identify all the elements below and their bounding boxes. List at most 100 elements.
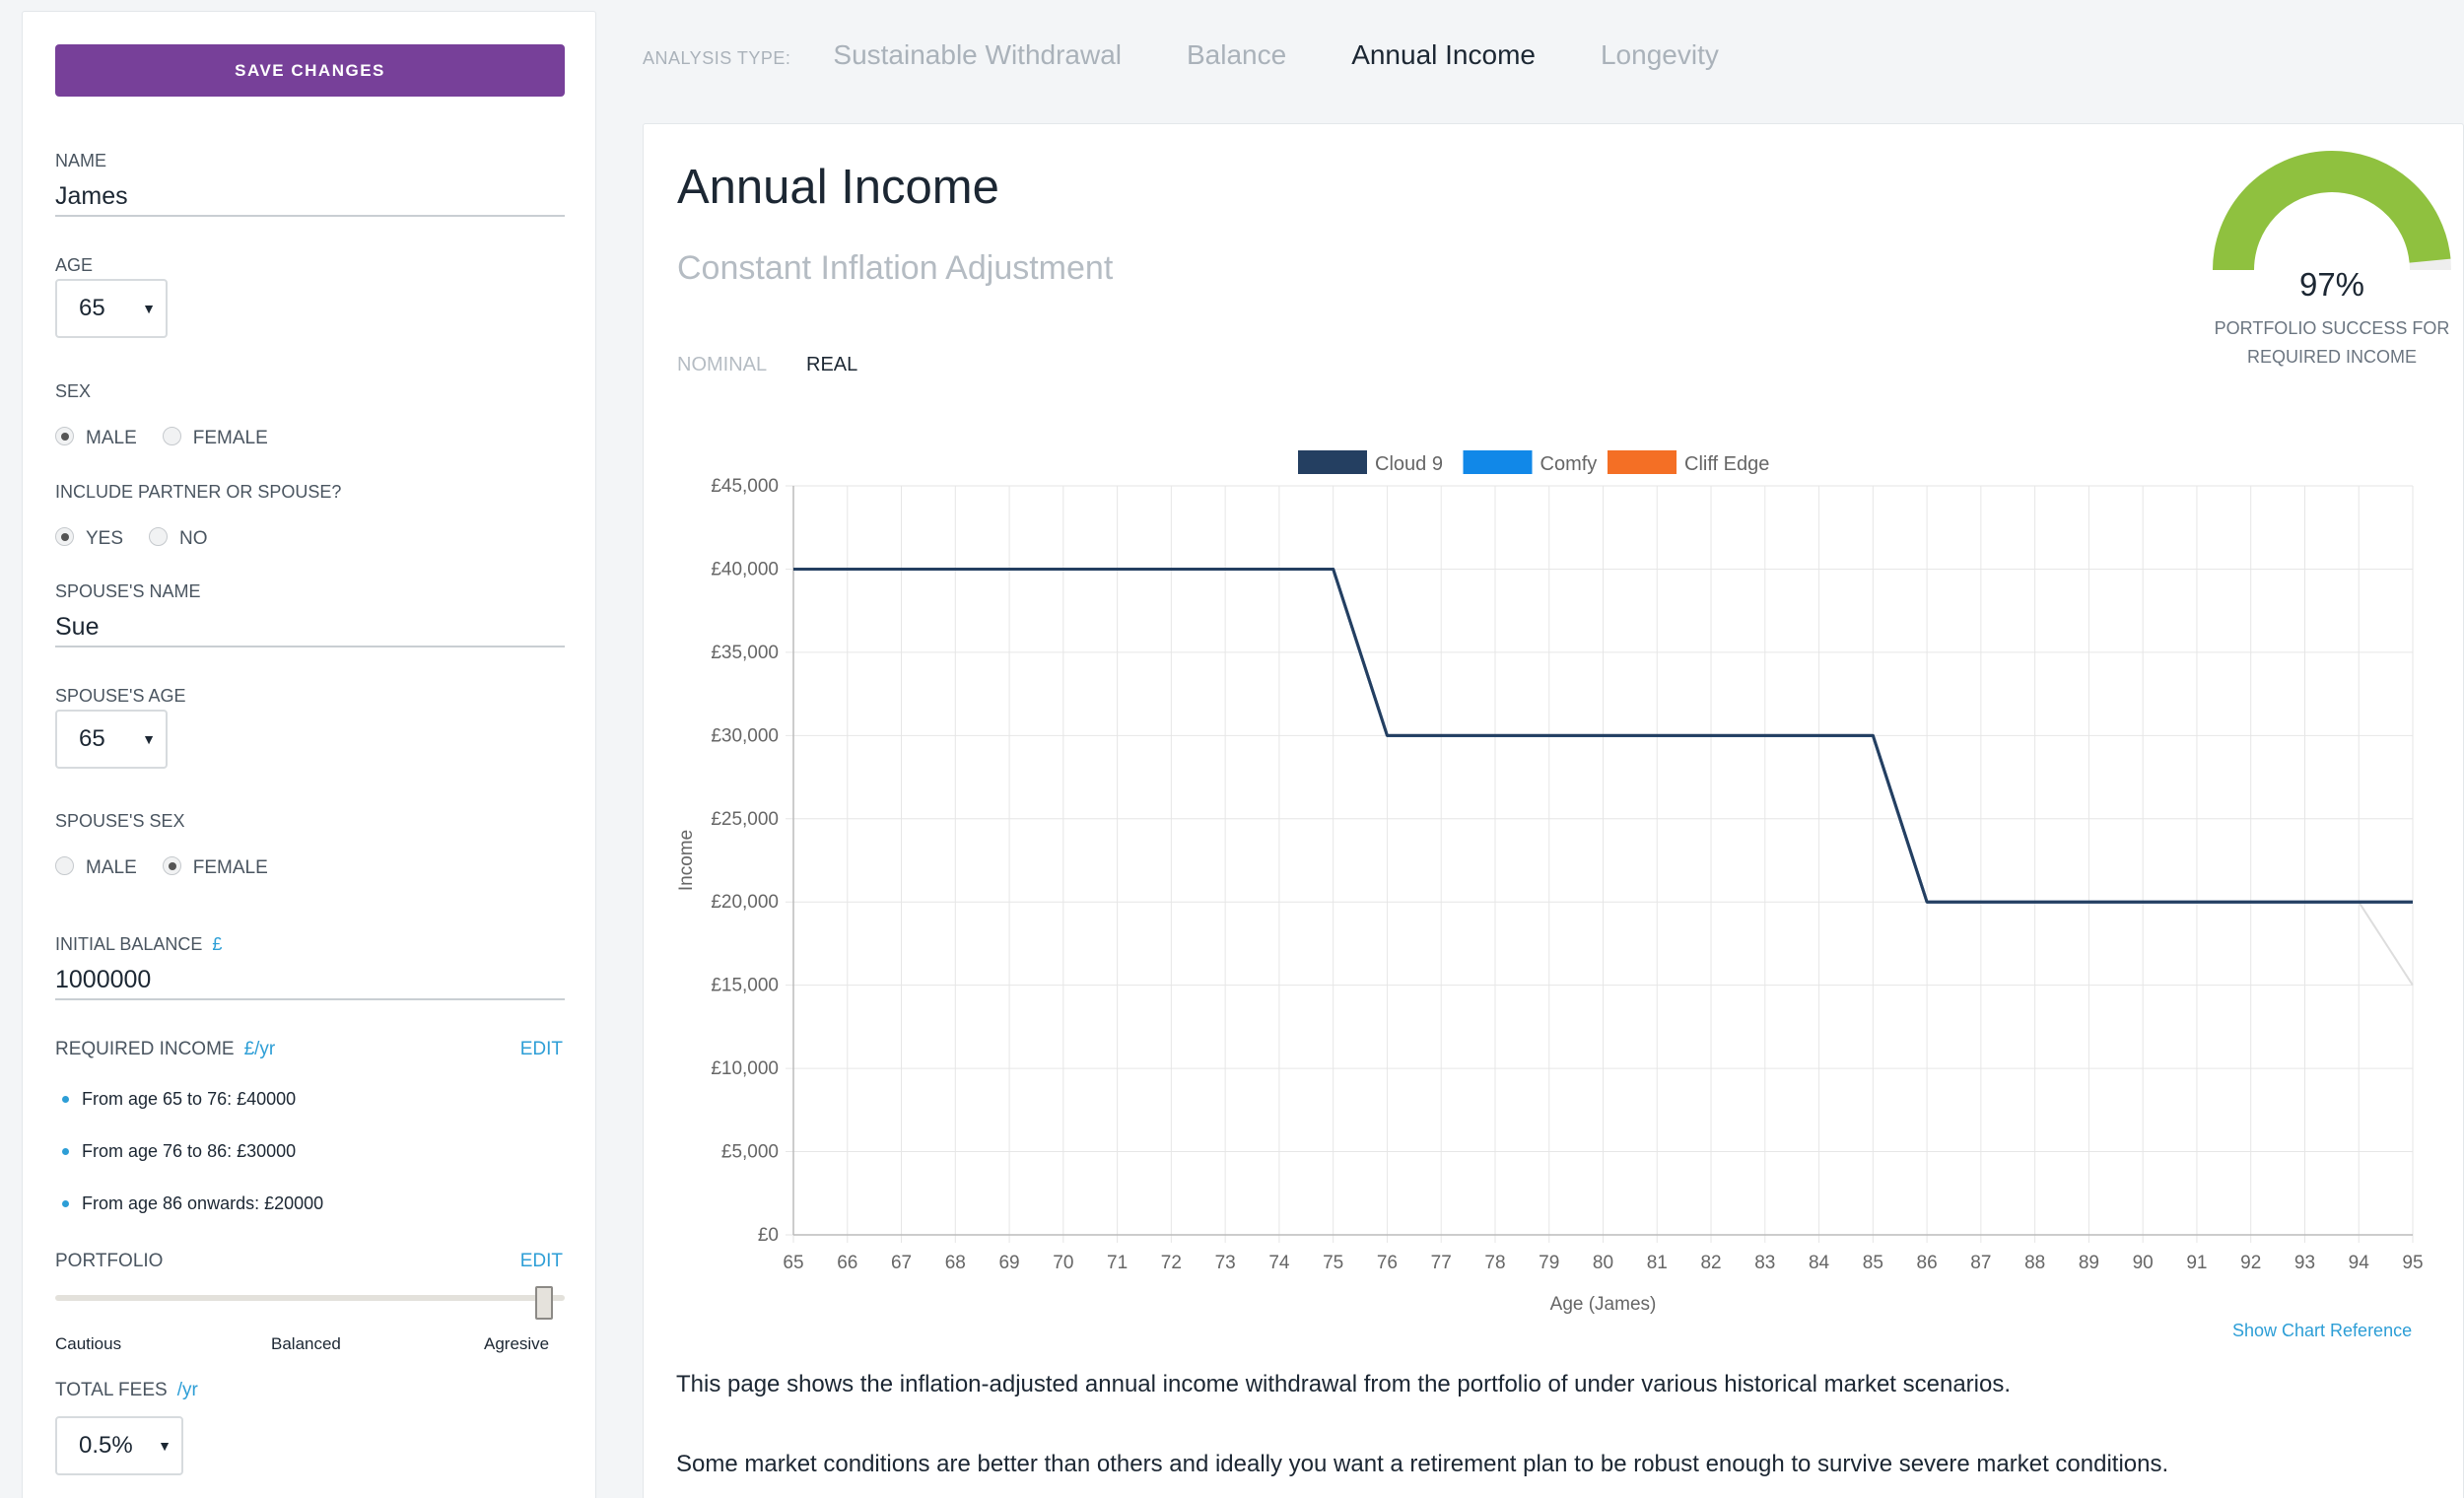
currency-unit: £	[212, 934, 223, 954]
analysis-type-tabs: ANALYSIS TYPE: Sustainable Withdrawal Ba…	[643, 39, 1784, 71]
x-tick-label: 65	[783, 1253, 803, 1273]
save-changes-button[interactable]: SAVE CHANGES	[55, 44, 565, 97]
sex-option-label: FEMALE	[192, 428, 268, 448]
y-tick-label: £40,000	[711, 559, 779, 579]
income-unit: £/yr	[243, 1039, 276, 1059]
x-axis-title: Age (James)	[1550, 1294, 1657, 1315]
partner-option-label: NO	[179, 528, 208, 549]
portfolio-mark-balanced: Balanced	[271, 1334, 341, 1353]
partner-radio-yes[interactable]: YES	[55, 525, 123, 549]
partner-radio-group: YES NO	[55, 525, 234, 549]
x-tick-label: 93	[2294, 1253, 2315, 1273]
tab-longevity[interactable]: Longevity	[1600, 39, 1719, 70]
y-tick-label: £0	[758, 1225, 779, 1246]
toggle-real[interactable]: REAL	[806, 354, 858, 375]
sex-label: SEX	[55, 381, 92, 401]
radio-selected-icon	[55, 426, 74, 445]
tab-balance[interactable]: Balance	[1187, 39, 1287, 70]
spouse-sex-radio-female[interactable]: FEMALE	[162, 854, 268, 878]
x-tick-label: 70	[1053, 1253, 1073, 1273]
y-tick-label: £25,000	[711, 809, 779, 830]
name-label: NAME	[55, 151, 107, 170]
show-chart-reference-link[interactable]: Show Chart Reference	[2232, 1321, 2413, 1340]
y-tick-label: £30,000	[711, 725, 779, 746]
x-tick-label: 86	[1917, 1253, 1938, 1273]
x-tick-label: 75	[1323, 1253, 1343, 1273]
toggle-nominal[interactable]: NOMINAL	[677, 354, 768, 375]
tab-annual-income[interactable]: Annual Income	[1351, 39, 1536, 70]
portfolio-slider-track[interactable]	[55, 1295, 565, 1301]
x-tick-label: 71	[1107, 1253, 1128, 1273]
x-tick-label: 73	[1215, 1253, 1236, 1273]
legend-swatch-comfy	[1463, 450, 1533, 474]
analysis-type-label: ANALYSIS TYPE:	[643, 48, 791, 68]
legend-label-cloud-9: Cloud 9	[1375, 453, 1443, 475]
total-fees-select[interactable]: 0.5% ▼	[55, 1416, 183, 1475]
chevron-down-icon: ▼	[142, 301, 156, 316]
age-select-value: 65	[79, 295, 105, 321]
y-tick-label: £20,000	[711, 892, 779, 913]
y-tick-label: £35,000	[711, 643, 779, 663]
initial-balance-input[interactable]	[55, 961, 565, 1000]
partner-label: INCLUDE PARTNER OR SPOUSE?	[55, 482, 342, 502]
radio-selected-icon	[162, 855, 181, 875]
sex-radio-group: MALE FEMALE	[55, 425, 294, 448]
required-income-label: REQUIRED INCOME £/yr	[55, 1039, 275, 1060]
portfolio-mark-aggressive: Agresive	[484, 1334, 550, 1353]
spouse-age-select-value: 65	[79, 725, 105, 752]
x-tick-label: 77	[1431, 1253, 1452, 1273]
y-tick-label: £5,000	[721, 1142, 779, 1163]
sex-radio-female[interactable]: FEMALE	[162, 425, 268, 448]
portfolio-slider-handle[interactable]	[535, 1286, 553, 1320]
y-axis-title: Income	[676, 830, 697, 891]
spouse-sex-radio-male[interactable]: MALE	[55, 854, 137, 878]
legend-swatch-cliff-edge	[1608, 450, 1677, 474]
x-tick-label: 72	[1161, 1253, 1182, 1273]
spouse-sex-option-label: FEMALE	[192, 857, 268, 878]
radio-selected-icon	[55, 526, 74, 546]
chevron-down-icon: ▼	[158, 1438, 171, 1454]
gauge-caption-line: REQUIRED INCOME	[2246, 347, 2417, 367]
total-fees-select-value: 0.5%	[79, 1432, 133, 1459]
x-tick-label: 95	[2402, 1253, 2423, 1273]
fees-unit: /yr	[176, 1380, 198, 1400]
sex-radio-male[interactable]: MALE	[55, 425, 137, 448]
gauge-arc-graphic	[2213, 151, 2451, 271]
partner-radio-no[interactable]: NO	[149, 525, 208, 549]
required-income-label-text: REQUIRED INCOME	[55, 1039, 235, 1059]
x-tick-label: 76	[1377, 1253, 1398, 1273]
x-tick-label: 90	[2133, 1253, 2154, 1273]
radio-unselected-icon	[55, 855, 74, 875]
portfolio-label: PORTFOLIO	[55, 1251, 164, 1271]
success-gauge: 97% PORTFOLIO SUCCESS FOR REQUIRED INCOM…	[2189, 150, 2464, 376]
x-tick-label: 80	[1593, 1253, 1613, 1273]
spouse-age-select[interactable]: 65 ▼	[55, 710, 168, 769]
spouse-name-input[interactable]	[55, 608, 565, 647]
y-tick-label: £15,000	[711, 976, 779, 996]
x-tick-label: 85	[1863, 1253, 1883, 1273]
total-fees-label: TOTAL FEES/yr	[55, 1380, 198, 1401]
y-tick-label: £45,000	[711, 476, 779, 497]
radio-unselected-icon	[149, 526, 169, 546]
x-tick-label: 94	[2349, 1253, 2370, 1273]
age-select[interactable]: 65 ▼	[55, 279, 168, 338]
x-tick-label: 82	[1700, 1253, 1721, 1273]
radio-unselected-icon	[162, 426, 181, 445]
spouse-age-label: SPOUSE'S AGE	[55, 686, 186, 706]
spouse-sex-label: SPOUSE'S SEX	[55, 811, 185, 831]
age-label: AGE	[55, 255, 94, 275]
required-income-edit-link[interactable]: EDIT	[519, 1039, 563, 1059]
portfolio-edit-link[interactable]: EDIT	[519, 1251, 563, 1271]
portfolio-mark-cautious: Cautious	[55, 1334, 122, 1353]
description-paragraph: This page shows the inflation-adjusted a…	[676, 1371, 2012, 1397]
x-tick-label: 74	[1268, 1253, 1290, 1273]
y-tick-label: £10,000	[711, 1058, 779, 1079]
tab-sustainable-withdrawal[interactable]: Sustainable Withdrawal	[833, 39, 1122, 70]
x-tick-label: 68	[945, 1253, 966, 1273]
description-paragraph: Some market conditions are better than o…	[676, 1451, 2169, 1477]
page-title: Annual Income	[677, 161, 999, 214]
spouse-name-label: SPOUSE'S NAME	[55, 581, 201, 601]
name-input[interactable]	[55, 177, 565, 217]
x-tick-label: 87	[1970, 1253, 1991, 1273]
gauge-value: 97%	[2298, 266, 2365, 303]
